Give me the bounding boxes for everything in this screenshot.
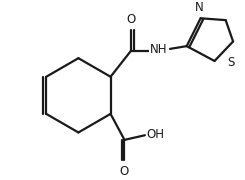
Text: O: O	[120, 165, 129, 178]
Text: OH: OH	[147, 128, 165, 141]
Text: NH: NH	[150, 43, 168, 56]
Text: N: N	[195, 1, 204, 14]
Text: O: O	[126, 13, 136, 26]
Text: S: S	[228, 56, 235, 69]
